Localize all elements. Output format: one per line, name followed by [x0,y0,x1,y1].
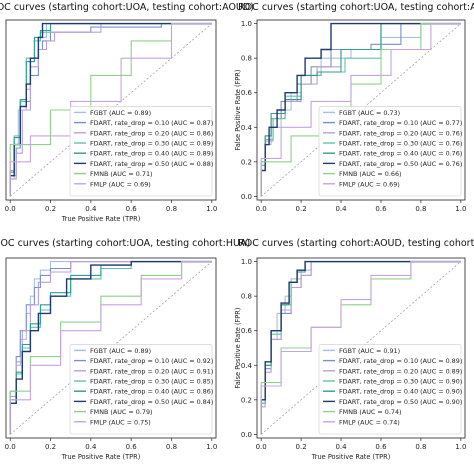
y-tick-label: 0.4 [241,362,253,370]
roc-series-line [9,22,212,197]
legend-entry: FGBT (AUC = 0.89) [90,347,151,355]
legend-entry: FDART, rate_drop = 0.20 (AUC = 0.89) [339,367,462,375]
x-tick-label: 0.0 [5,205,16,213]
legend-entry: FMNB (AUC = 0.74) [339,408,402,416]
legend-entry: FDART, rate_drop = 0.30 (AUC = 0.76) [339,140,462,148]
legend-entry: FGBT (AUC = 0.89) [90,109,151,117]
x-tick-label: 0.4 [335,443,347,451]
x-tick-label: 0.2 [296,443,307,451]
x-tick-label: 0.4 [85,205,97,213]
x-tick-label: 0.6 [126,205,138,213]
x-tick-label: 1.0 [206,443,217,451]
legend-entry: FDART, rate_drop = 0.20 (AUC = 0.91) [90,367,213,375]
x-tick-label: 0.8 [415,205,426,213]
legend-entry: FMLP (AUC = 0.75) [90,418,151,426]
legend-box [69,344,213,435]
x-tick-label: 0.6 [375,205,387,213]
chart-title: ROC curves (starting cohort:UOA, testing… [0,238,250,249]
legend-entry: FDART, rate_drop = 0.50 (AUC = 0.76) [339,160,462,168]
y-axis-label: False Positive Rate (FPR) [234,308,242,389]
y-tick-label: 0.4 [241,124,253,132]
y-tick-label: 0.2 [241,158,252,166]
roc-series-line [260,260,461,435]
y-tick-label: 1.0 [241,258,252,266]
y-axis-label: False Positive Rate (FPR) [234,70,242,151]
x-tick-label: 0.6 [126,443,138,451]
plot-frame [5,257,217,439]
legend-entry: FMNB (AUC = 0.79) [90,408,153,416]
legend-entry: FDART, rate_drop = 0.40 (AUC = 0.89) [90,150,213,158]
chart-title: ROC curves (starting cohort:AOUD, testin… [238,238,474,249]
x-tick-label: 1.0 [455,205,466,213]
legend-entry: FDART, rate_drop = 0.20 (AUC = 0.86) [90,129,213,137]
legend-box [69,106,213,197]
legend-entry: FDART, rate_drop = 0.50 (AUC = 0.90) [339,398,462,406]
legend-entry: FDART, rate_drop = 0.30 (AUC = 0.90) [339,378,462,386]
plot-frame [256,19,466,201]
legend-entry: FDART, rate_drop = 0.20 (AUC = 0.76) [339,129,462,137]
x-tick-label: 0.0 [256,205,267,213]
x-tick-label: 1.0 [206,205,217,213]
legend-entry: FMNB (AUC = 0.66) [339,170,402,178]
legend-entry: FDART, rate_drop = 0.30 (AUC = 0.89) [90,140,213,148]
y-tick-label: 0.6 [241,327,253,335]
x-tick-label: 0.2 [296,205,307,213]
x-axis-label: True Positive Rate (TPR) [311,453,391,461]
legend-entry: FDART, rate_drop = 0.10 (AUC = 0.89) [339,357,462,365]
x-tick-label: 0.8 [166,443,177,451]
chart-title: ROC curves (starting cohort:UOA, testing… [238,2,474,13]
x-tick-label: 1.0 [455,443,466,451]
roc-series-line [260,22,461,197]
x-tick-label: 0.8 [415,443,426,451]
plot-frame [256,257,466,439]
legend-entry: FDART, rate_drop = 0.40 (AUC = 0.76) [339,150,462,158]
legend-entry: FDART, rate_drop = 0.50 (AUC = 0.88) [90,160,213,168]
legend-entry: FDART, rate_drop = 0.10 (AUC = 0.77) [339,119,462,127]
legend-entry: FDART, rate_drop = 0.30 (AUC = 0.85) [90,378,213,386]
y-tick-label: 0.6 [241,89,253,97]
x-axis-label: True Positive Rate (TPR) [61,453,141,461]
legend-entry: FGBT (AUC = 0.73) [339,109,400,117]
legend-entry: FDART, rate_drop = 0.40 (AUC = 0.90) [339,388,462,396]
x-tick-label: 0.4 [85,443,97,451]
x-axis-label: True Positive Rate (TPR) [61,215,141,223]
y-tick-label: 0.8 [241,55,252,63]
y-tick-label: 0.0 [241,193,252,201]
x-tick-label: 0.0 [5,443,16,451]
legend-box [318,106,462,197]
legend-entry: FGBT (AUC = 0.91) [339,347,400,355]
x-tick-label: 0.6 [375,443,387,451]
chart-title: ROC curves (starting cohort:UOA, testing… [0,2,254,13]
roc-panel-3: ROC curves (starting cohort:UOA, testing… [0,238,250,461]
legend-entry: FMLP (AUC = 0.69) [339,180,400,188]
x-tick-label: 0.4 [335,205,347,213]
legend-entry: FDART, rate_drop = 0.10 (AUC = 0.92) [90,357,213,365]
legend-entry: FDART, rate_drop = 0.40 (AUC = 0.86) [90,388,213,396]
y-tick-label: 0.2 [241,396,252,404]
roc-series-line [9,260,212,435]
y-tick-label: 1.0 [241,20,252,28]
roc-panel-4: ROC curves (starting cohort:AOUD, testin… [234,238,474,461]
x-tick-label: 0.0 [256,443,267,451]
plot-frame [5,19,217,201]
legend-entry: FDART, rate_drop = 0.50 (AUC = 0.84) [90,398,213,406]
legend-entry: FMLP (AUC = 0.69) [90,180,151,188]
x-tick-label: 0.8 [166,205,177,213]
roc-panel-1: ROC curves (starting cohort:UOA, testing… [0,2,254,223]
legend-entry: FDART, rate_drop = 0.10 (AUC = 0.87) [90,119,213,127]
y-tick-label: 0.0 [241,431,252,439]
legend-box [318,344,462,435]
legend-entry: FMNB (AUC = 0.71) [90,170,153,178]
roc-series-line [260,23,461,197]
roc-panel-2: ROC curves (starting cohort:UOA, testing… [234,2,474,213]
roc-series-line [260,261,461,435]
roc-series-line [9,261,212,435]
y-tick-label: 0.8 [241,293,252,301]
roc-series-line [9,23,212,197]
x-tick-label: 0.2 [45,205,56,213]
legend-entry: FMLP (AUC = 0.74) [339,418,400,426]
x-tick-label: 0.2 [45,443,56,451]
